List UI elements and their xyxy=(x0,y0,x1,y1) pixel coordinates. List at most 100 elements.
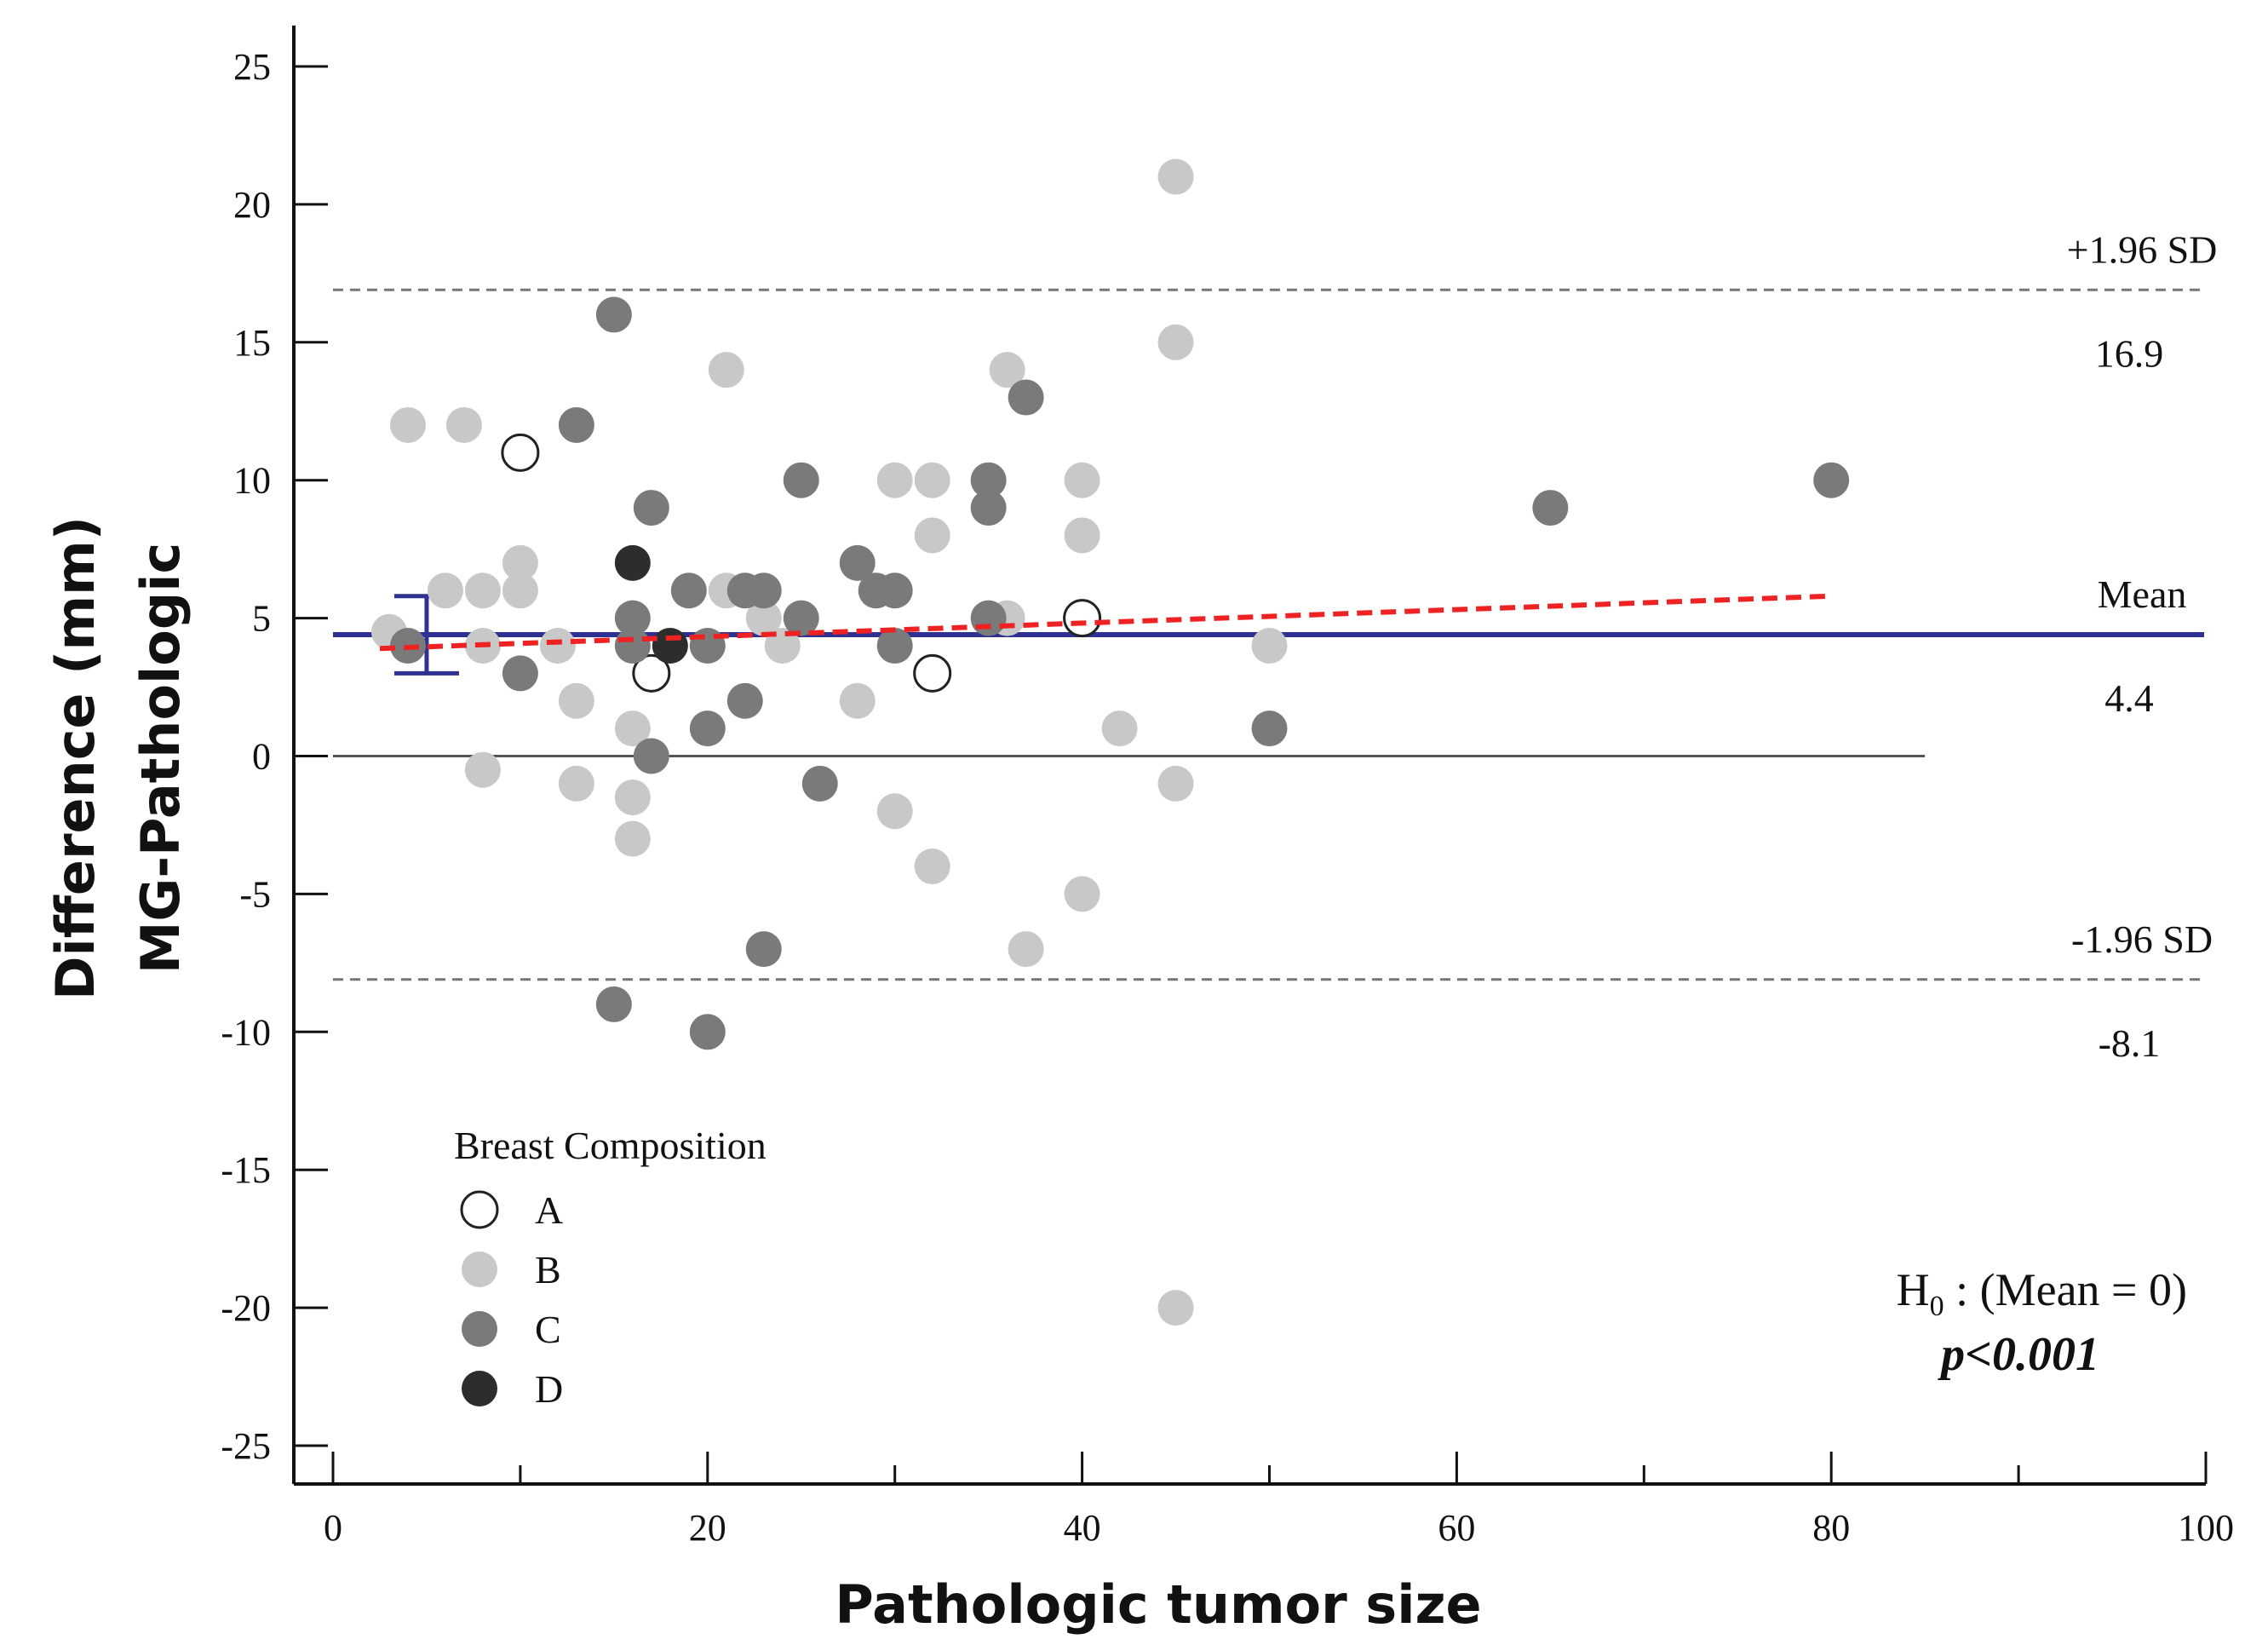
data-point-c xyxy=(1008,379,1044,416)
data-point-c xyxy=(595,296,632,333)
data-point-c xyxy=(558,406,594,443)
data-point-b xyxy=(1157,765,1194,802)
ref-label-top-upper-loa: +1.96 SD xyxy=(2067,227,2218,271)
data-point-a xyxy=(1063,599,1102,638)
data-point-b xyxy=(1064,462,1100,498)
p-value: p<0.001 xyxy=(1938,1328,2099,1381)
ref-label-top-lower-loa: -1.96 SD xyxy=(2071,917,2213,961)
y-tick-label: -10 xyxy=(221,1011,271,1053)
data-point-a xyxy=(501,433,540,472)
data-point-c xyxy=(633,490,669,526)
x-tick-label: 20 xyxy=(689,1507,726,1549)
data-point-c xyxy=(689,710,726,747)
legend-label-b: B xyxy=(535,1248,561,1291)
data-point-c xyxy=(876,627,913,664)
data-point-c xyxy=(614,600,651,636)
data-point-c xyxy=(502,655,538,692)
legend-label-a: A xyxy=(535,1188,563,1232)
data-point-b xyxy=(558,682,594,719)
y-tick-label: -5 xyxy=(239,873,271,915)
y-tick-label: -15 xyxy=(221,1149,271,1191)
x-tick-label: 100 xyxy=(2178,1507,2234,1549)
y-tick-label: 10 xyxy=(233,460,271,502)
legend-marker-d xyxy=(462,1371,497,1406)
data-point-c xyxy=(876,572,913,609)
x-tick-label: 40 xyxy=(1064,1507,1101,1549)
data-point-b xyxy=(614,779,651,816)
data-point-c xyxy=(726,682,763,719)
y-axis-title-line: MG-Pathologic xyxy=(129,543,192,975)
y-tick-label: 5 xyxy=(252,598,271,640)
data-point-c xyxy=(670,572,707,609)
data-point-d xyxy=(652,627,688,664)
data-point-b xyxy=(914,462,950,498)
data-point-b xyxy=(1101,710,1138,747)
data-point-c xyxy=(689,1014,726,1050)
legend-marker-c xyxy=(462,1311,497,1347)
data-points xyxy=(370,158,1850,1326)
data-point-b xyxy=(989,352,1025,388)
data-point-b xyxy=(1157,1290,1194,1326)
data-point-b xyxy=(1157,324,1194,360)
data-point-c xyxy=(1813,462,1850,498)
data-point-b xyxy=(558,765,594,802)
data-point-c xyxy=(633,738,669,774)
legend-title: Breast Composition xyxy=(454,1124,767,1167)
x-tick-label: 60 xyxy=(1438,1507,1475,1549)
data-point-c xyxy=(783,600,819,636)
data-point-b xyxy=(502,572,538,609)
legend-label-d: D xyxy=(535,1367,563,1411)
data-point-b xyxy=(1008,931,1044,968)
data-point-b xyxy=(708,352,744,388)
hypothesis-text: H0 : (Mean = 0) xyxy=(1897,1264,2187,1322)
data-point-b xyxy=(1064,517,1100,554)
data-point-c xyxy=(839,544,876,581)
data-point-b xyxy=(914,848,950,885)
legend-marker-b xyxy=(462,1251,497,1287)
data-point-c xyxy=(970,462,1007,498)
ref-label-top-mean: Mean xyxy=(2098,572,2187,616)
ref-label-bottom-mean: 4.4 xyxy=(2104,676,2154,720)
data-point-b xyxy=(389,406,426,443)
ref-label-bottom-upper-loa: 16.9 xyxy=(2095,331,2164,375)
data-point-c xyxy=(745,931,782,968)
x-tick-label: 0 xyxy=(324,1507,342,1549)
data-point-c xyxy=(783,462,819,498)
data-point-c xyxy=(614,627,651,664)
data-point-c xyxy=(595,986,632,1022)
data-point-c xyxy=(689,627,726,664)
ref-label-bottom-lower-loa: -8.1 xyxy=(2099,1021,2161,1065)
data-point-c xyxy=(970,490,1007,526)
labels: Pathologic tumor size Difference (mm) MG-P… xyxy=(44,227,2217,1636)
data-point-c xyxy=(745,572,782,609)
y-tick-label: 25 xyxy=(233,46,271,88)
data-point-c xyxy=(1532,490,1569,526)
x-tick-label: 80 xyxy=(1812,1507,1850,1549)
data-point-b xyxy=(502,544,538,581)
data-point-a xyxy=(632,653,671,693)
data-point-b xyxy=(745,600,782,636)
data-point-c xyxy=(970,600,1007,636)
data-point-a xyxy=(913,653,952,693)
y-axis-title-line: Difference (mm) xyxy=(44,516,106,1000)
data-point-b xyxy=(1251,627,1288,664)
data-point-c xyxy=(801,765,838,802)
data-point-b xyxy=(1157,158,1194,195)
data-point-b xyxy=(539,627,576,664)
y-tick-label: 15 xyxy=(233,322,271,364)
data-point-b xyxy=(464,751,501,788)
y-tick-label: -20 xyxy=(221,1287,271,1329)
data-point-b xyxy=(839,682,876,719)
x-axis-title: Pathologic tumor size xyxy=(835,1573,1481,1636)
y-tick-label: -25 xyxy=(221,1425,271,1467)
legend-marker-a xyxy=(460,1190,499,1229)
y-tick-label: 20 xyxy=(233,184,271,226)
data-point-b xyxy=(464,572,501,609)
data-point-b xyxy=(876,462,913,498)
axes: 25 20 15 10 5 0 -5 -10 -15 -20 -25 0 20 40 60 80 100 xyxy=(221,26,2234,1549)
data-point-c xyxy=(1251,710,1288,747)
data-point-b xyxy=(876,793,913,830)
legend-label-c: C xyxy=(535,1308,561,1351)
